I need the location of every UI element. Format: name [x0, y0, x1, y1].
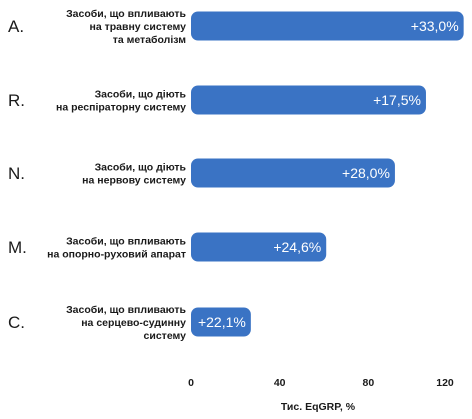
category-label: Засоби, що впливають: [66, 8, 186, 20]
x-axis-ticks: 0 40 80 120: [188, 377, 454, 389]
bar: [191, 85, 426, 115]
category-label: та метаболізм: [113, 34, 187, 46]
x-tick-label: 40: [274, 377, 286, 389]
category-label: на опорно-руховий апарат: [47, 249, 186, 261]
bar: [191, 158, 395, 188]
bars: +33,0% +17,5% +28,0% +24,6% +22,1%: [191, 11, 464, 337]
category-label: на серцево-судинну: [81, 317, 186, 329]
bar-value-label: +24,6%: [273, 239, 321, 255]
x-tick-label: 120: [436, 377, 454, 389]
category-label: на травну систему: [90, 21, 187, 33]
category-label: на респіраторну систему: [56, 102, 186, 114]
bar-value-label: +28,0%: [342, 165, 390, 181]
bar-value-label: +33,0%: [411, 18, 459, 34]
category-code: C.: [8, 313, 25, 332]
bar: [191, 232, 327, 262]
x-tick-label: 0: [188, 377, 194, 389]
category-label: Засоби, що впливають: [66, 304, 186, 316]
category-code: N.: [8, 164, 25, 183]
category-code: R.: [8, 91, 25, 110]
x-tick-label: 80: [362, 377, 374, 389]
category-code: M.: [8, 238, 27, 257]
category-label: систему: [144, 330, 187, 342]
category-code: A.: [8, 17, 24, 36]
category-label: на нервову систему: [82, 175, 186, 187]
bar: [191, 307, 251, 337]
bar-value-label: +22,1%: [198, 314, 246, 330]
x-axis-title: Тис. EqGRP, %: [281, 401, 356, 413]
bar-value-label: +17,5%: [373, 92, 421, 108]
bar: [191, 11, 464, 41]
category-label: Засоби, що діють: [95, 162, 187, 174]
category-label: Засоби, що впливають: [66, 236, 186, 248]
category-label: Засоби, що діють: [95, 89, 187, 101]
